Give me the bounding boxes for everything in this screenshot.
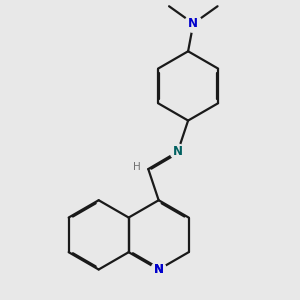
Circle shape: [184, 15, 202, 32]
Circle shape: [151, 262, 166, 277]
Text: N: N: [154, 263, 164, 276]
Text: N: N: [173, 145, 183, 158]
Circle shape: [170, 144, 185, 159]
Text: N: N: [154, 263, 164, 276]
Text: H: H: [133, 162, 141, 172]
Text: N: N: [188, 17, 198, 30]
Circle shape: [132, 161, 145, 174]
